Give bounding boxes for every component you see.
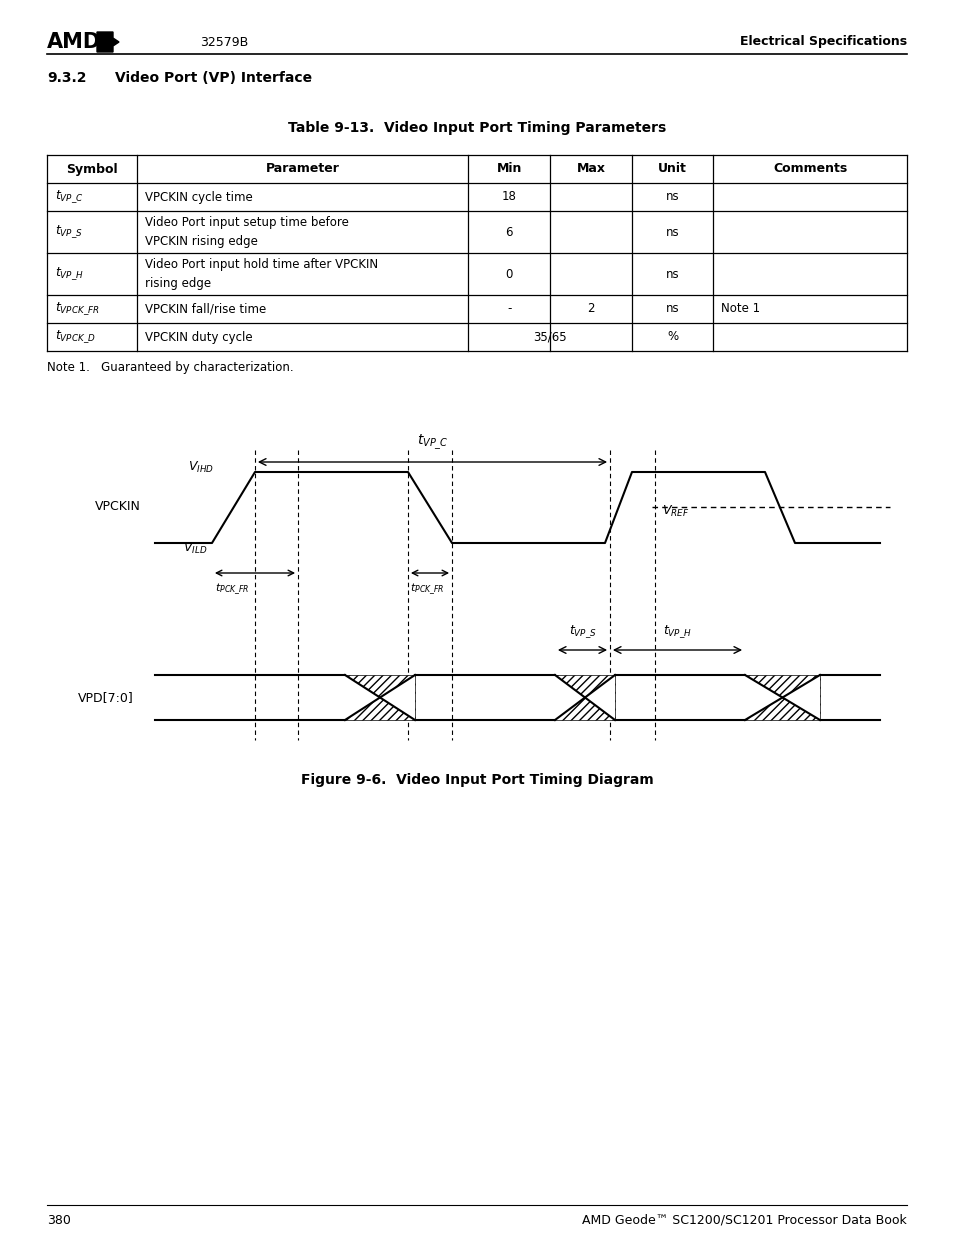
Text: $t_{VP\_S}$: $t_{VP\_S}$ <box>568 624 596 640</box>
Text: VPCKIN cycle time: VPCKIN cycle time <box>145 190 253 204</box>
Text: $t_{VP\_H}$: $t_{VP\_H}$ <box>55 266 84 283</box>
Text: Electrical Specifications: Electrical Specifications <box>740 36 906 48</box>
Polygon shape <box>744 676 820 720</box>
Text: $t_{VP\_C}$: $t_{VP\_C}$ <box>416 432 448 452</box>
Polygon shape <box>379 676 415 720</box>
Text: 380: 380 <box>47 1214 71 1226</box>
Text: VPCKIN fall/rise time: VPCKIN fall/rise time <box>145 303 266 315</box>
Polygon shape <box>584 676 615 720</box>
Text: $t_{VPCK\_FR}$: $t_{VPCK\_FR}$ <box>55 300 99 317</box>
Text: Video Port input hold time after VPCKIN: Video Port input hold time after VPCKIN <box>145 258 378 270</box>
Text: Note 1: Note 1 <box>720 303 760 315</box>
Text: $t_{VP\_H}$: $t_{VP\_H}$ <box>662 624 691 640</box>
Text: Video Port (VP) Interface: Video Port (VP) Interface <box>115 70 312 85</box>
Text: Max: Max <box>576 163 605 175</box>
Text: ns: ns <box>665 303 679 315</box>
Text: Comments: Comments <box>772 163 846 175</box>
Text: $t_{PCK\_FR}$: $t_{PCK\_FR}$ <box>214 582 250 598</box>
Text: $V_{REF}$: $V_{REF}$ <box>661 504 689 519</box>
Text: Symbol: Symbol <box>67 163 118 175</box>
Polygon shape <box>555 676 615 720</box>
Text: 35/65: 35/65 <box>533 331 566 343</box>
Text: VPCKIN rising edge: VPCKIN rising edge <box>145 235 258 248</box>
Polygon shape <box>744 676 781 720</box>
Text: 9.3.2: 9.3.2 <box>47 70 87 85</box>
Text: -: - <box>507 303 511 315</box>
Text: 18: 18 <box>501 190 517 204</box>
Text: Unit: Unit <box>658 163 686 175</box>
Text: Note 1.   Guaranteed by characterization.: Note 1. Guaranteed by characterization. <box>47 361 294 373</box>
Text: 32579B: 32579B <box>200 36 248 48</box>
Text: $t_{VPCK\_D}$: $t_{VPCK\_D}$ <box>55 329 95 346</box>
Text: Figure 9-6.  Video Input Port Timing Diagram: Figure 9-6. Video Input Port Timing Diag… <box>300 773 653 787</box>
Text: 0: 0 <box>505 268 513 280</box>
Polygon shape <box>345 676 415 720</box>
Polygon shape <box>555 676 584 720</box>
Text: Parameter: Parameter <box>266 163 339 175</box>
Text: ns: ns <box>665 268 679 280</box>
Text: $t_{VP\_S}$: $t_{VP\_S}$ <box>55 224 83 241</box>
Text: ns: ns <box>665 190 679 204</box>
Text: VPD[7:0]: VPD[7:0] <box>78 692 133 704</box>
Polygon shape <box>97 32 119 52</box>
Text: VPCKIN: VPCKIN <box>95 500 141 514</box>
Text: Video Port input setup time before: Video Port input setup time before <box>145 216 349 228</box>
Text: $t_{PCK\_FR}$: $t_{PCK\_FR}$ <box>410 582 444 598</box>
Text: $V_{ILD}$: $V_{ILD}$ <box>183 541 207 556</box>
Text: $t_{VP\_C}$: $t_{VP\_C}$ <box>55 189 84 205</box>
Text: AMD: AMD <box>47 32 101 52</box>
Text: Table 9-13.  Video Input Port Timing Parameters: Table 9-13. Video Input Port Timing Para… <box>288 121 665 135</box>
Text: $V_{IHD}$: $V_{IHD}$ <box>188 459 213 475</box>
Text: 2: 2 <box>587 303 594 315</box>
Text: Min: Min <box>497 163 521 175</box>
Text: %: % <box>666 331 678 343</box>
Text: ns: ns <box>665 226 679 238</box>
Text: AMD Geode™ SC1200/SC1201 Processor Data Book: AMD Geode™ SC1200/SC1201 Processor Data … <box>581 1214 906 1226</box>
Text: rising edge: rising edge <box>145 277 212 290</box>
Polygon shape <box>345 676 379 720</box>
Polygon shape <box>781 676 820 720</box>
Text: 6: 6 <box>505 226 513 238</box>
Text: VPCKIN duty cycle: VPCKIN duty cycle <box>145 331 253 343</box>
